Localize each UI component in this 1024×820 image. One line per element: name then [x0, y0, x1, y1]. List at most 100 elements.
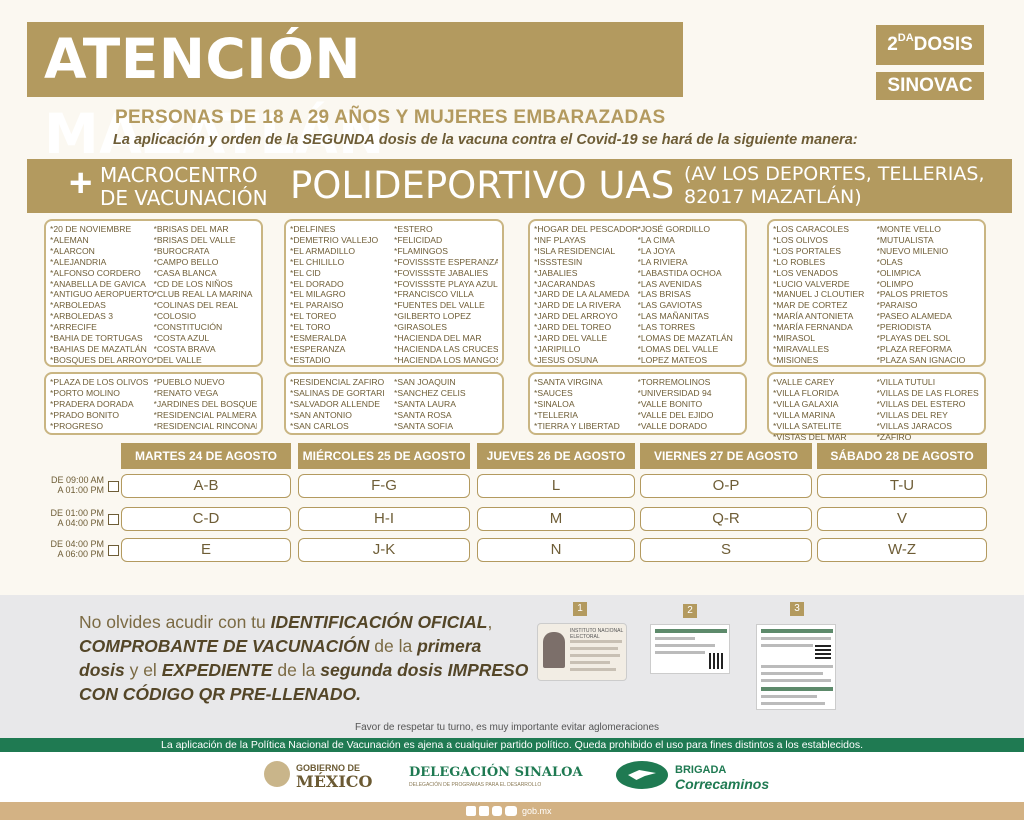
intro-part-b: SEGUNDA: [302, 132, 375, 148]
colonia-item: *GILBERTO LOPEZ: [394, 311, 472, 322]
intro-text: La aplicación y orden de la SEGUNDA dosi…: [113, 132, 858, 148]
colonias-column: *20 DE NOVIEMBRE *ALEMAN *ALARCON *ALEJANDR…: [50, 224, 154, 365]
day-header: MIÉRCOLES 25 DE AGOSTO: [298, 443, 470, 469]
colonia-item: *SALVADOR ALLENDE: [290, 398, 380, 409]
colonia-item: *ARBOLEDAS: [50, 300, 106, 311]
colonia-item: *VILLA FLORIDA: [773, 387, 839, 398]
venue-address-line2: 82017 MAZATLÁN): [684, 186, 862, 208]
colonia-item: *ALFONSO CORDERO: [50, 267, 141, 278]
delegacion-subtitle: DELEGACIÓN DE PROGRAMAS PARA EL DESARROL…: [409, 782, 542, 788]
time-to: A 01:00 PM: [57, 485, 104, 495]
youtube-icon[interactable]: [505, 806, 517, 816]
day-header: SÁBADO 28 DE AGOSTO: [817, 443, 987, 469]
colonia-item: *ESTERO: [394, 224, 433, 234]
id-card-label: INSTITUTO NACIONAL ELECTORAL: [570, 628, 624, 640]
letter-group-cell: W-Z: [817, 538, 987, 562]
colonia-item: *VILLAS DEL ESTERO: [876, 398, 966, 409]
colonias-column: *HOGAR DEL PESCADOR *INF PLAYAS *ISLA RESI…: [534, 224, 638, 365]
id-photo-icon: [543, 632, 565, 668]
venue-type-line2: DE VACUNACIÓN: [100, 186, 268, 210]
colonia-item: *CAMPO BELLO: [153, 256, 219, 267]
colonia-item: *ALARCON: [50, 245, 95, 256]
colonia-item: *LA JOYA: [637, 245, 676, 256]
colonia-item: *EL DORADO: [290, 278, 344, 289]
colonia-item: *PALOS PRIETOS: [876, 289, 948, 300]
day-header: VIERNES 27 DE AGOSTO: [640, 443, 812, 469]
colonia-item: *CLUB REAL LA MARINA: [153, 289, 253, 300]
colonia-item: *CONSTITUCIÓN: [153, 322, 223, 333]
colonia-item: *ZAFIRO: [876, 431, 912, 442]
colonia-item: *JARD DE LA ALAMEDA: [534, 289, 630, 300]
page-title: ATENCIÓN MAZATLÁN: [27, 22, 683, 166]
colonias-column: *LOS CARACOLES *LOS OLIVOS *LOS PORTALES *L…: [773, 224, 877, 365]
twitter-icon[interactable]: [479, 806, 489, 816]
colonias-column: *SANTA VIRGINA *SAUCES *SINALOA *TELLERIA *T…: [534, 377, 638, 431]
colonia-item: *HACIENDA LOS MANGOS: [394, 354, 498, 365]
colonias-box: *RESIDENCIAL ZAFIRO *SALINAS DE GORTARI *S…: [284, 372, 504, 435]
time-slot-checkbox: [108, 481, 119, 492]
letter-group-cell: M: [477, 507, 635, 531]
colonia-item: *SANTA VIRGINA: [534, 377, 603, 387]
colonia-item: *HACIENDA LAS CRUCES: [394, 343, 498, 354]
time-to: A 06:00 PM: [57, 549, 104, 559]
reminder-panel: [0, 595, 1024, 738]
colonia-item: *RESIDENCIAL ZAFIRO: [290, 377, 385, 387]
step-2-badge: 2: [683, 604, 697, 618]
reminder-text: No olvides acudir con tu IDENTIFICACIÓN …: [79, 610, 529, 706]
letter-group-cell: J-K: [298, 538, 470, 562]
colonia-item: *DELFINES: [290, 224, 336, 234]
colonia-item: *PLAZA REFORMA: [876, 343, 952, 354]
letter-group-cell: C-D: [121, 507, 291, 531]
id-card-image: INSTITUTO NACIONAL ELECTORAL: [537, 623, 627, 681]
reminder-part: y el: [124, 660, 162, 680]
colonia-item: *MIRASOL: [773, 333, 816, 344]
letter-group-cell: L: [477, 474, 635, 498]
time-from: DE 04:00 PM: [50, 539, 104, 549]
colonia-item: *EL PARAISO: [290, 300, 344, 311]
colonia-item: *BOSQUES DEL ARROYO: [50, 354, 154, 365]
intro-part-c: dosis de la vacuna contra el Covid-19 se…: [374, 132, 858, 148]
brigada-line1: BRIGADA: [675, 764, 727, 776]
colonias-column: *DELFINES *DEMETRIO VALLEJO *EL ARMADILLO *…: [290, 224, 394, 365]
colonia-item: *DEMETRIO VALLEJO: [290, 234, 379, 245]
colonia-item: *LAS BRISAS: [637, 289, 692, 300]
reminder-expediente: EXPEDIENTE: [161, 660, 273, 680]
colonia-item: *PASEO ALAMEDA: [876, 311, 952, 322]
respect-note: Favor de respetar tu turno, es muy impor…: [355, 722, 660, 733]
time-to: A 04:00 PM: [57, 518, 104, 528]
instagram-icon[interactable]: [492, 806, 502, 816]
qr-code-icon: [815, 643, 831, 659]
colonia-item: *RESIDENCIAL RINCONADA: [153, 420, 258, 431]
colonia-item: *COSTA AZUL: [153, 333, 210, 344]
time-from: DE 09:00 AM: [50, 475, 104, 485]
colonia-item: *DEL VALLE: [153, 354, 202, 365]
letter-group-cell: N: [477, 538, 635, 562]
colonia-item: *SAUCES: [534, 387, 573, 398]
colonias-column: *VILLA TUTULI *VILLAS DE LAS FLORES *VILLA…: [876, 377, 981, 442]
qr-code-icon: [709, 653, 725, 669]
colonia-item: *TIERRA Y LIBERTAD: [534, 420, 620, 431]
expediente-document-image: [756, 624, 836, 710]
colonia-item: *CASA BLANCA: [153, 267, 217, 278]
gob-mx-link[interactable]: gob.mx: [522, 806, 552, 816]
colonias-column: *TORREMOLINOS *UNIVERSIDAD 94 *VALLE BONIT…: [638, 377, 742, 431]
facebook-icon[interactable]: [466, 806, 476, 816]
subtitle: PERSONAS DE 18 A 29 AÑOS Y MUJERES EMBAR…: [115, 107, 666, 128]
colonia-item: *COSTA BRAVA: [153, 343, 216, 354]
colonia-item: *FLAMINGOS: [394, 245, 448, 256]
colonia-item: *MUTUALISTA: [876, 234, 934, 245]
colonia-item: *LUCIO VALVERDE: [773, 278, 850, 289]
disclaimer-bar: La aplicación de la Política Nacional de…: [0, 738, 1024, 752]
colonia-item: *JARD DEL ARROYO: [534, 311, 618, 322]
colonia-item: *FRANCISCO VILLA: [394, 289, 474, 300]
colonia-item: *FOVISSSTE JABALIES: [394, 267, 489, 278]
colonia-item: *JARD DE LA RIVERA: [534, 300, 621, 311]
colonias-box: *PLAZA DE LOS OLIVOS *PORTO MOLINO *PRADER…: [44, 372, 263, 435]
colonia-item: *VILLAS DEL REY: [876, 409, 948, 420]
colonia-item: *JACARANDAS: [534, 278, 596, 289]
reminder-part: de la: [369, 636, 418, 656]
colonia-item: *NUEVO MILENIO: [876, 245, 949, 256]
colonia-item: *PUEBLO NUEVO: [153, 377, 225, 387]
colonia-item: *SALINAS DE GORTARI: [290, 387, 385, 398]
colonias-box: *20 DE NOVIEMBRE *ALEMAN *ALARCON *ALEJANDR…: [44, 219, 263, 367]
